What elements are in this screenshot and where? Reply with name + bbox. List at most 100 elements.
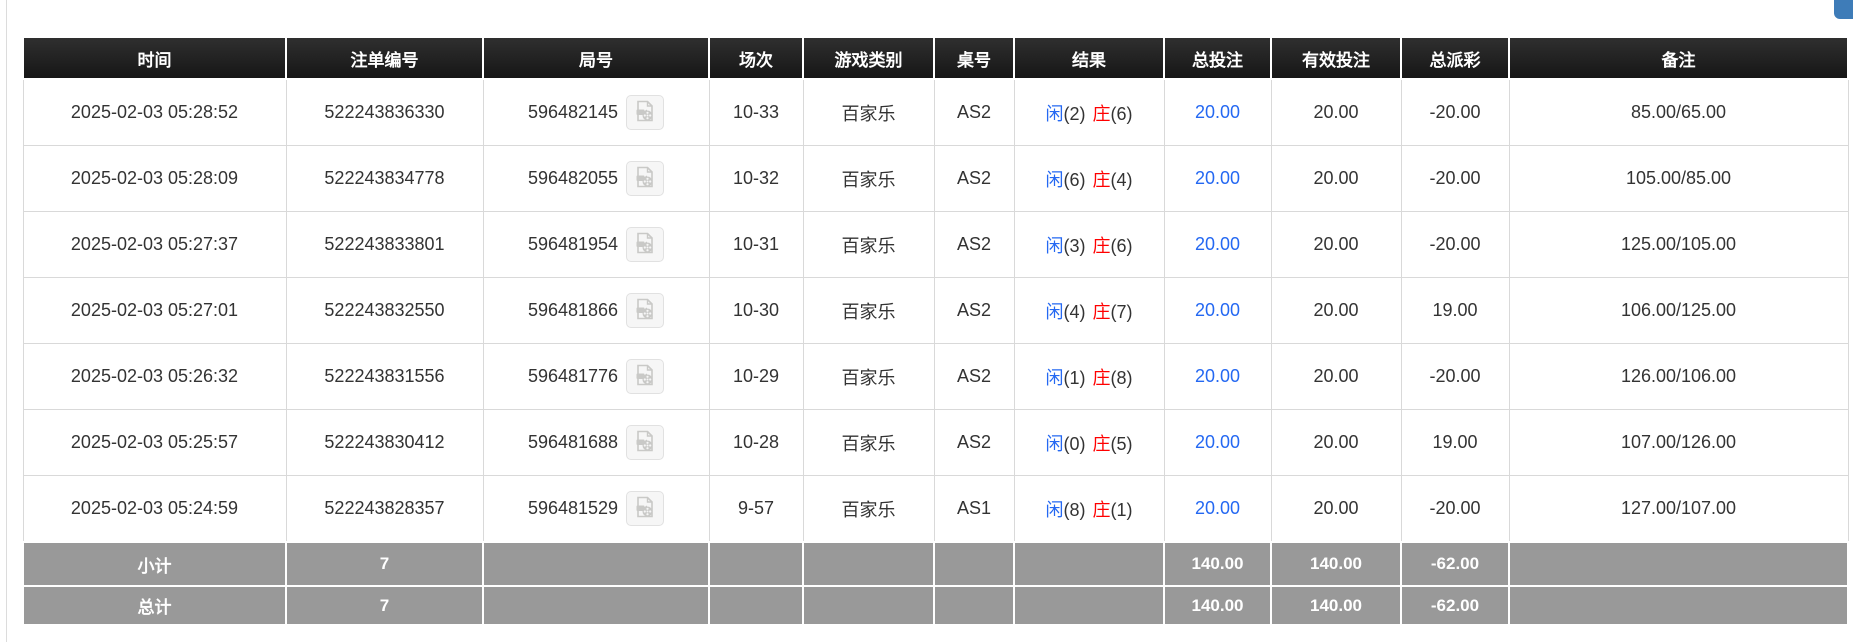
table-row: 2025-02-03 05:25:57 522243830412 5964816… xyxy=(22,409,1849,476)
cell-table-no: AS2 xyxy=(933,409,1015,476)
table-row: 2025-02-03 05:27:01 522243832550 5964818… xyxy=(22,277,1849,344)
subtotal-payout: -62.00 xyxy=(1400,541,1510,587)
cell-bet-no: 522243830412 xyxy=(285,409,484,476)
cell-table-no: AS2 xyxy=(933,145,1015,212)
result-player-label: 闲 xyxy=(1045,499,1064,520)
result-player-label: 闲 xyxy=(1045,367,1064,388)
video-replay-button[interactable] xyxy=(626,425,665,460)
cell-table-no: AS1 xyxy=(933,475,1015,543)
cell-round-no: 596481954 xyxy=(482,211,710,278)
table-row: 2025-02-03 05:27:37 522243833801 5964819… xyxy=(22,211,1849,278)
total-bet-link[interactable]: 20.00 xyxy=(1194,498,1241,518)
subtotal-empty-result xyxy=(1013,541,1165,587)
total-empty-game xyxy=(802,585,935,626)
table-row: 2025-02-03 05:28:52 522243836330 5964821… xyxy=(22,78,1849,146)
cell-payout: -20.00 xyxy=(1400,475,1510,543)
cell-result: 闲(6) 庄(4) xyxy=(1013,145,1165,212)
column-header-valid-bet: 有效投注 xyxy=(1270,36,1402,80)
result-banker-label: 庄 xyxy=(1092,235,1111,256)
cell-total-bet: 20.00 xyxy=(1163,277,1272,344)
total-label: 总计 xyxy=(22,585,287,626)
bet-history-table-wrap: 时间 注单编号 局号 场次 游戏类别 桌号 结果 总投注 有效投注 总派彩 备注… xyxy=(22,36,1849,626)
cell-result: 闲(2) 庄(6) xyxy=(1013,78,1165,146)
video-replay-button[interactable] xyxy=(626,293,665,328)
video-replay-icon xyxy=(633,165,657,192)
result-player-label: 闲 xyxy=(1045,433,1064,454)
cell-bet-no: 522243834778 xyxy=(285,145,484,212)
cell-session: 10-29 xyxy=(708,343,804,410)
cell-game-type: 百家乐 xyxy=(802,211,935,278)
cell-valid-bet: 20.00 xyxy=(1270,211,1402,278)
video-replay-icon xyxy=(633,495,657,522)
panel-edge-line xyxy=(6,0,7,642)
cell-result: 闲(0) 庄(5) xyxy=(1013,409,1165,476)
corner-action-button[interactable] xyxy=(1834,0,1853,19)
result-player-label: 闲 xyxy=(1045,235,1064,256)
total-bet-link[interactable]: 20.00 xyxy=(1194,168,1241,188)
cell-time: 2025-02-03 05:25:57 xyxy=(22,409,287,476)
column-header-result: 结果 xyxy=(1013,36,1165,80)
video-replay-button[interactable] xyxy=(626,359,665,394)
total-count: 7 xyxy=(285,585,484,626)
round-no-value: 596481529 xyxy=(527,498,619,518)
cell-total-bet: 20.00 xyxy=(1163,343,1272,410)
total-empty-table xyxy=(933,585,1015,626)
total-payout: -62.00 xyxy=(1400,585,1510,626)
cell-result: 闲(8) 庄(1) xyxy=(1013,475,1165,543)
total-bet-link[interactable]: 20.00 xyxy=(1194,234,1241,254)
total-bet-link[interactable]: 20.00 xyxy=(1194,432,1241,452)
cell-round-no: 596481688 xyxy=(482,409,710,476)
result-banker-score: (6) xyxy=(1110,235,1133,256)
cell-game-type: 百家乐 xyxy=(802,475,935,543)
cell-time: 2025-02-03 05:27:37 xyxy=(22,211,287,278)
cell-total-bet: 20.00 xyxy=(1163,78,1272,146)
cell-bet-no: 522243832550 xyxy=(285,277,484,344)
cell-total-bet: 20.00 xyxy=(1163,409,1272,476)
result-banker-label: 庄 xyxy=(1092,499,1111,520)
result-player-score: (3) xyxy=(1063,235,1086,256)
cell-game-type: 百家乐 xyxy=(802,145,935,212)
total-empty-session xyxy=(708,585,804,626)
video-replay-button[interactable] xyxy=(626,95,665,130)
subtotal-empty-remark xyxy=(1508,541,1849,587)
cell-payout: 19.00 xyxy=(1400,409,1510,476)
subtotal-empty-game xyxy=(802,541,935,587)
video-replay-icon xyxy=(633,231,657,258)
total-empty-round xyxy=(482,585,710,626)
total-bet-link[interactable]: 20.00 xyxy=(1194,300,1241,320)
cell-remark: 85.00/65.00 xyxy=(1508,78,1849,146)
video-replay-icon xyxy=(633,429,657,456)
column-header-table-no: 桌号 xyxy=(933,36,1015,80)
cell-remark: 126.00/106.00 xyxy=(1508,343,1849,410)
video-replay-button[interactable] xyxy=(626,161,665,196)
cell-session: 10-30 xyxy=(708,277,804,344)
cell-result: 闲(4) 庄(7) xyxy=(1013,277,1165,344)
cell-valid-bet: 20.00 xyxy=(1270,78,1402,146)
cell-payout: -20.00 xyxy=(1400,145,1510,212)
cell-round-no: 596481529 xyxy=(482,475,710,543)
result-banker-score: (7) xyxy=(1110,301,1133,322)
total-bet-link[interactable]: 20.00 xyxy=(1194,366,1241,386)
cell-time: 2025-02-03 05:24:59 xyxy=(22,475,287,543)
video-replay-button[interactable] xyxy=(626,491,665,526)
cell-game-type: 百家乐 xyxy=(802,409,935,476)
cell-payout: -20.00 xyxy=(1400,211,1510,278)
result-banker-label: 庄 xyxy=(1092,169,1111,190)
cell-bet-no: 522243833801 xyxy=(285,211,484,278)
result-player-score: (6) xyxy=(1063,169,1086,190)
video-replay-button[interactable] xyxy=(626,227,665,262)
result-player-label: 闲 xyxy=(1045,169,1064,190)
cell-total-bet: 20.00 xyxy=(1163,145,1272,212)
result-player-score: (8) xyxy=(1063,499,1086,520)
result-player-score: (1) xyxy=(1063,367,1086,388)
result-player-score: (2) xyxy=(1063,103,1086,124)
subtotal-total-bet: 140.00 xyxy=(1163,541,1272,587)
cell-game-type: 百家乐 xyxy=(802,277,935,344)
cell-result: 闲(3) 庄(6) xyxy=(1013,211,1165,278)
subtotal-empty-round xyxy=(482,541,710,587)
total-bet-link[interactable]: 20.00 xyxy=(1194,102,1241,122)
cell-session: 10-28 xyxy=(708,409,804,476)
cell-payout: 19.00 xyxy=(1400,277,1510,344)
cell-valid-bet: 20.00 xyxy=(1270,475,1402,543)
round-no-value: 596481866 xyxy=(527,300,619,320)
